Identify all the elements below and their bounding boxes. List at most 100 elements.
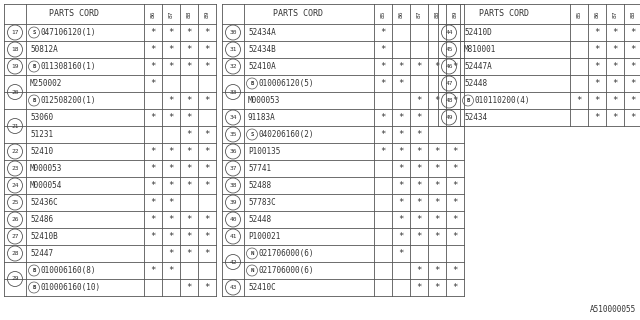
Text: *: * <box>150 266 156 275</box>
Text: 52447: 52447 <box>30 249 53 258</box>
Text: *: * <box>416 113 422 122</box>
Text: *: * <box>150 113 156 122</box>
Text: *: * <box>435 232 440 241</box>
Text: 51231: 51231 <box>30 130 53 139</box>
Text: PARTS CORD: PARTS CORD <box>479 10 529 19</box>
Text: 57783C: 57783C <box>248 198 276 207</box>
Text: *: * <box>150 45 156 54</box>
Text: P100021: P100021 <box>248 232 280 241</box>
Text: S: S <box>33 30 36 35</box>
Text: B: B <box>250 81 253 86</box>
Text: *: * <box>168 198 173 207</box>
Text: *: * <box>380 147 386 156</box>
Text: 52434: 52434 <box>464 113 487 122</box>
Text: *: * <box>595 28 600 37</box>
Text: *: * <box>186 215 192 224</box>
Text: *: * <box>612 28 618 37</box>
Text: 040206160(2): 040206160(2) <box>259 130 314 139</box>
Text: *: * <box>380 28 386 37</box>
Text: 52410B: 52410B <box>30 232 58 241</box>
Text: *: * <box>186 181 192 190</box>
Text: *: * <box>612 113 618 122</box>
Text: B: B <box>467 98 470 103</box>
Text: 88: 88 <box>186 10 191 18</box>
Text: *: * <box>204 28 210 37</box>
Text: *: * <box>435 266 440 275</box>
Text: *: * <box>204 283 210 292</box>
Text: *: * <box>186 232 192 241</box>
Text: 37: 37 <box>229 166 237 171</box>
Text: *: * <box>435 147 440 156</box>
Text: 52447A: 52447A <box>464 62 492 71</box>
Text: 57741: 57741 <box>248 164 271 173</box>
Text: *: * <box>168 113 173 122</box>
Text: *: * <box>435 62 440 71</box>
Text: *: * <box>630 96 636 105</box>
Text: B: B <box>33 98 36 103</box>
Text: *: * <box>416 147 422 156</box>
Text: M250002: M250002 <box>30 79 62 88</box>
Text: *: * <box>435 283 440 292</box>
Text: 87: 87 <box>612 10 618 18</box>
Text: 52436C: 52436C <box>30 198 58 207</box>
Text: *: * <box>168 45 173 54</box>
Text: 40: 40 <box>229 217 237 222</box>
Text: N: N <box>250 268 253 273</box>
Text: 46: 46 <box>445 64 452 69</box>
Text: 87: 87 <box>168 10 173 18</box>
Text: *: * <box>416 215 422 224</box>
Text: 32: 32 <box>229 64 237 69</box>
Text: *: * <box>452 164 458 173</box>
Text: 18: 18 <box>12 47 19 52</box>
Text: *: * <box>186 130 192 139</box>
Text: 021706000(6): 021706000(6) <box>259 249 314 258</box>
Text: B: B <box>33 64 36 69</box>
Text: *: * <box>168 266 173 275</box>
Text: *: * <box>398 79 404 88</box>
Text: *: * <box>435 164 440 173</box>
Text: *: * <box>416 198 422 207</box>
Text: *: * <box>612 79 618 88</box>
Text: 21: 21 <box>12 124 19 129</box>
Text: *: * <box>150 62 156 71</box>
Text: *: * <box>416 283 422 292</box>
Text: 89: 89 <box>205 10 209 18</box>
Text: *: * <box>452 96 458 105</box>
Text: *: * <box>452 198 458 207</box>
Text: 52486: 52486 <box>30 215 53 224</box>
Text: 22: 22 <box>12 149 19 154</box>
Text: 31: 31 <box>229 47 237 52</box>
Text: *: * <box>398 147 404 156</box>
Text: *: * <box>186 147 192 156</box>
Text: *: * <box>435 198 440 207</box>
Text: 52448: 52448 <box>464 79 487 88</box>
Text: *: * <box>416 266 422 275</box>
Text: 89: 89 <box>452 10 458 18</box>
Text: *: * <box>186 28 192 37</box>
Text: P100135: P100135 <box>248 147 280 156</box>
Text: *: * <box>186 283 192 292</box>
Text: *: * <box>452 266 458 275</box>
Text: *: * <box>595 96 600 105</box>
Text: 35: 35 <box>229 132 237 137</box>
Text: 87: 87 <box>417 10 422 18</box>
Text: 047106120(1): 047106120(1) <box>40 28 96 37</box>
Text: 44: 44 <box>445 30 452 35</box>
Text: *: * <box>168 96 173 105</box>
Text: *: * <box>380 113 386 122</box>
Text: M000053: M000053 <box>30 164 62 173</box>
Text: *: * <box>204 164 210 173</box>
Text: *: * <box>204 45 210 54</box>
Text: *: * <box>168 249 173 258</box>
Text: 88: 88 <box>630 10 636 18</box>
Text: *: * <box>204 96 210 105</box>
Text: M000053: M000053 <box>248 96 280 105</box>
Text: *: * <box>380 130 386 139</box>
Text: *: * <box>398 215 404 224</box>
Text: *: * <box>595 113 600 122</box>
Text: 27: 27 <box>12 234 19 239</box>
Text: *: * <box>416 62 422 71</box>
Text: *: * <box>452 147 458 156</box>
Text: 42: 42 <box>229 260 237 265</box>
Text: 52488: 52488 <box>248 181 271 190</box>
